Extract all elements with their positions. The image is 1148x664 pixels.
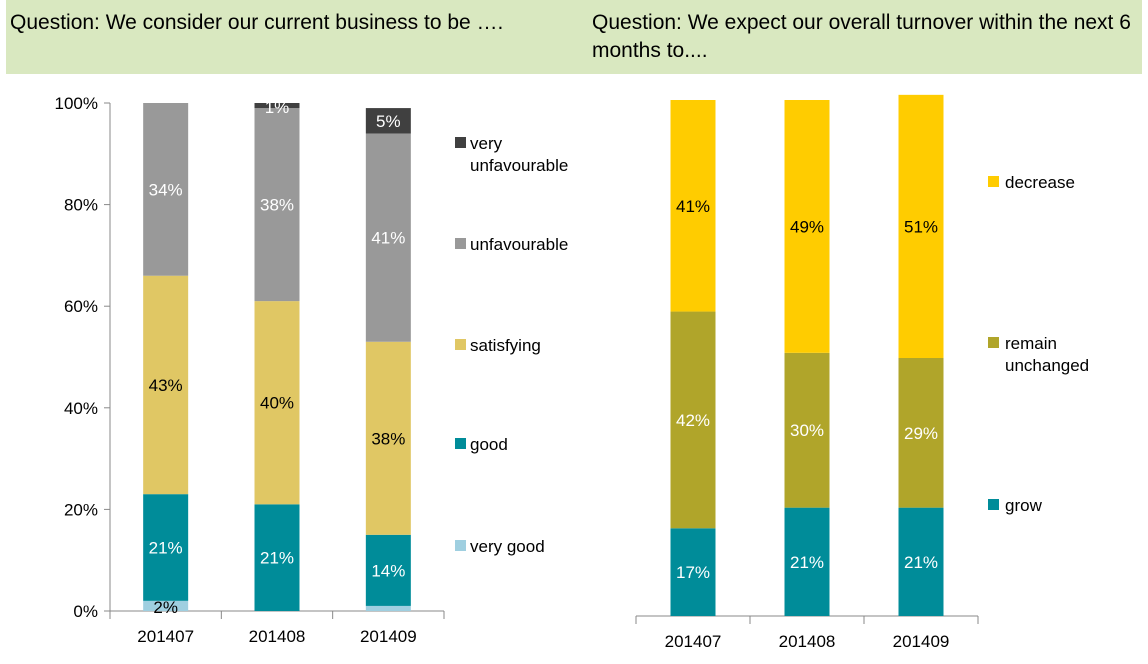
legend-swatch: [988, 337, 999, 348]
bar-segment: [898, 94, 944, 358]
data-label: 42%: [676, 411, 710, 430]
bar-segment: [898, 507, 944, 616]
bar-segment: [898, 358, 944, 508]
chart-1-title: Question: We consider our current busine…: [10, 11, 504, 34]
data-label: 1%: [265, 98, 290, 117]
chart-2-title: Question: We expect our overall turnover…: [592, 11, 1131, 62]
data-label: 41%: [676, 197, 710, 216]
x-tick-label: 201409: [360, 627, 417, 646]
question-banner: [6, 0, 1142, 74]
bar-segment: [254, 504, 300, 611]
bar-segment: [365, 605, 411, 611]
bar-segment: [784, 100, 830, 353]
legend-swatch: [455, 438, 466, 449]
legend-label: unfavourable: [470, 235, 568, 254]
data-label: 40%: [260, 394, 294, 413]
data-label: 38%: [260, 196, 294, 215]
legend-swatch: [455, 540, 466, 551]
legend-label: very unfavourable: [470, 134, 568, 175]
data-label: 21%: [904, 553, 938, 572]
data-label: 21%: [260, 549, 294, 568]
bar-segment: [143, 103, 189, 276]
y-tick-label: 100%: [55, 94, 98, 113]
legend-label: remain unchanged: [1005, 334, 1089, 375]
data-label: 41%: [371, 229, 405, 248]
data-label: 30%: [790, 421, 824, 440]
bar-segment: [365, 108, 411, 134]
data-label: 21%: [790, 553, 824, 572]
legend-swatch: [988, 499, 999, 510]
data-label: 34%: [149, 180, 183, 199]
y-tick-label: 40%: [64, 399, 98, 418]
y-tick-label: 80%: [64, 196, 98, 215]
data-label: 43%: [149, 376, 183, 395]
bar-segment: [365, 341, 411, 535]
bar-segment: [143, 275, 189, 495]
bar-segment: [254, 301, 300, 505]
data-label: 21%: [149, 539, 183, 558]
legend-label: grow: [1005, 496, 1043, 515]
data-label: 2%: [153, 598, 178, 617]
bar-segment: [670, 528, 716, 616]
x-tick-label: 201408: [249, 627, 306, 646]
x-tick-label: 201407: [665, 632, 722, 651]
data-label: 49%: [790, 217, 824, 236]
data-label: 5%: [376, 112, 401, 131]
legend-label: satisfying: [470, 336, 541, 355]
legend-label: decrease: [1005, 173, 1075, 192]
bar-segment: [784, 507, 830, 616]
data-label: 51%: [904, 217, 938, 236]
bar-segment: [254, 103, 300, 109]
bar-segment: [365, 534, 411, 606]
x-tick-label: 201409: [893, 632, 950, 651]
y-tick-label: 60%: [64, 297, 98, 316]
y-tick-label: 20%: [64, 500, 98, 519]
y-tick-label: 0%: [73, 602, 98, 621]
x-tick-label: 201407: [137, 627, 194, 646]
data-label: 14%: [371, 561, 405, 580]
legend-swatch: [455, 238, 466, 249]
legend-swatch: [455, 137, 466, 148]
legend-swatch: [455, 339, 466, 350]
bar-segment: [365, 133, 411, 342]
legend-swatch: [988, 176, 999, 187]
bar-segment: [143, 494, 189, 601]
bar-segment: [670, 100, 716, 312]
data-label: 38%: [371, 429, 405, 448]
x-tick-label: 201408: [779, 632, 836, 651]
bar-segment: [784, 352, 830, 508]
data-label: 17%: [676, 563, 710, 582]
bar-segment: [254, 108, 300, 302]
data-label: 29%: [904, 424, 938, 443]
bar-segment: [143, 600, 189, 611]
bar-segment: [670, 311, 716, 529]
legend-label: very good: [470, 537, 545, 556]
legend-label: good: [470, 435, 508, 454]
